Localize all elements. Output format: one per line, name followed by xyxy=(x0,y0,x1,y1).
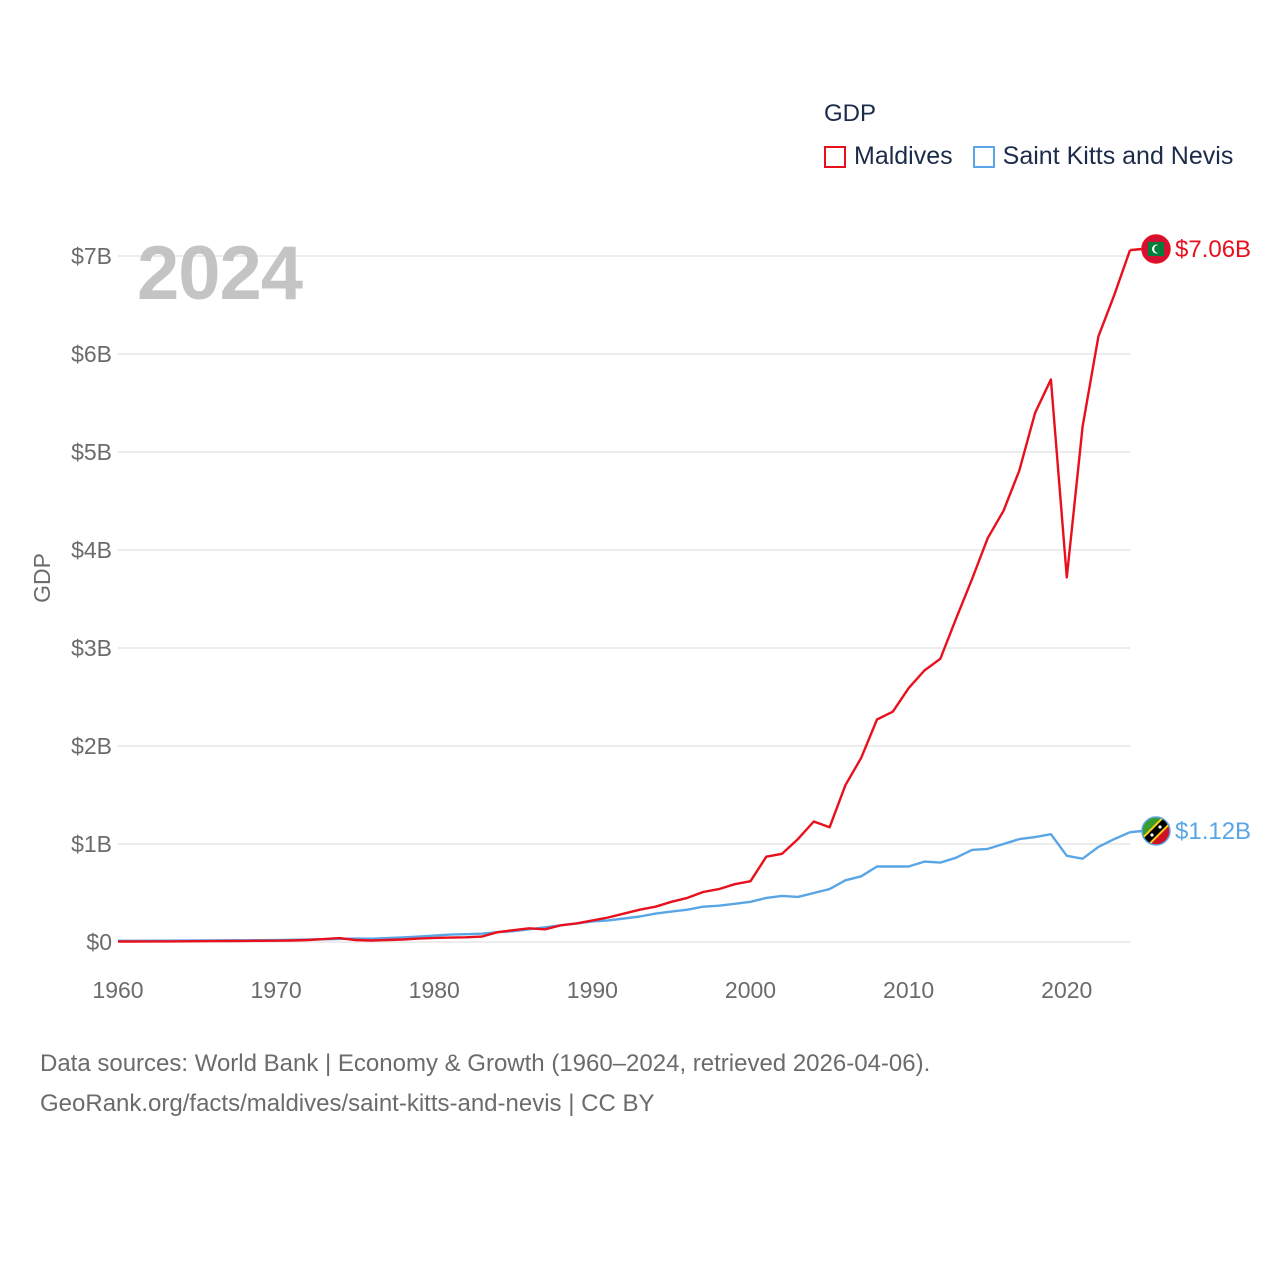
legend-swatch-saint-kitts-and-nevis xyxy=(972,145,995,168)
series-line-maldives xyxy=(118,249,1132,943)
y-axis-tick-labels: $0 $1B $2B $3B $4B $5B $6B $7B xyxy=(71,243,112,955)
series-line-saint-kitts-and-nevis xyxy=(118,831,1131,942)
footer-link[interactable]: GeoRank.org/facts/maldives/saint-kitts-a… xyxy=(40,1090,655,1117)
y-tick-label: $6B xyxy=(71,341,112,367)
legend-title: GDP xyxy=(824,100,877,127)
footer-sources: Data sources: World Bank | Economy & Gro… xyxy=(40,1050,931,1077)
legend-label-saint-kitts-and-nevis: Saint Kitts and Nevis xyxy=(1002,142,1234,170)
y-tick-label: $4B xyxy=(71,537,112,563)
current-year-label: 2024 xyxy=(137,231,303,316)
legend-item-saint-kitts-and-nevis[interactable]: Saint Kitts and Nevis xyxy=(972,142,1234,171)
x-tick-label: 1960 xyxy=(92,977,143,1003)
x-tick-label: 1990 xyxy=(567,977,618,1003)
x-tick-label: 2000 xyxy=(725,977,776,1003)
y-axis-title: GDP xyxy=(29,553,55,603)
x-tick-label: 2010 xyxy=(883,977,934,1003)
end-label-maldives: $7.06B xyxy=(1175,236,1251,263)
end-markers: $7.06B $1.12B xyxy=(1129,234,1251,846)
x-tick-label: 2020 xyxy=(1041,977,1092,1003)
legend-item-maldives[interactable]: Maldives xyxy=(824,142,953,171)
end-connector-maldives xyxy=(1129,247,1143,252)
y-tick-label: $7B xyxy=(71,243,112,269)
x-tick-label: 1970 xyxy=(251,977,302,1003)
legend: Maldives Saint Kitts and Nevis xyxy=(824,142,1233,171)
grid-lines xyxy=(118,255,1130,943)
end-label-saint-kitts-and-nevis: $1.12B xyxy=(1175,818,1251,845)
y-tick-label: $2B xyxy=(71,733,112,759)
footer: Data sources: World Bank | Economy & Gro… xyxy=(40,1044,930,1124)
end-connector-saint-kitts-and-nevis xyxy=(1129,829,1143,834)
flag-maldives-icon xyxy=(1141,234,1171,264)
series-lines xyxy=(118,249,1132,943)
x-tick-label: 1980 xyxy=(409,977,460,1003)
y-tick-label: $3B xyxy=(71,635,112,661)
flag-saint-kitts-and-nevis-icon xyxy=(1141,816,1171,846)
y-tick-label: $1B xyxy=(71,831,112,857)
legend-swatch-maldives xyxy=(824,145,846,168)
legend-label-maldives: Maldives xyxy=(854,142,953,170)
y-tick-label: $5B xyxy=(71,439,112,465)
y-tick-label: $0 xyxy=(86,929,112,955)
x-axis-tick-labels: 1960 1970 1980 1990 2000 2010 2020 xyxy=(92,977,1092,1003)
